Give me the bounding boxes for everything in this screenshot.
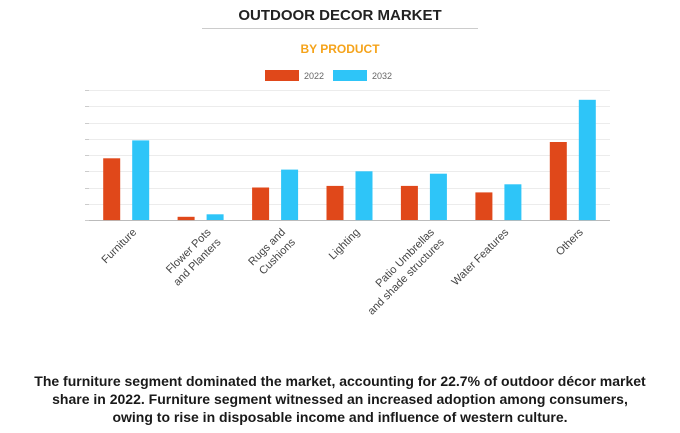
x-tick-label: Furniture	[100, 226, 140, 266]
x-tick-label: Rugs andCushions	[246, 226, 298, 278]
bar-2032	[504, 184, 522, 221]
x-tick-label-line: Water Features	[450, 226, 512, 288]
x-tick-label-line: Furniture	[100, 226, 140, 266]
caption: The furniture segment dominated the mark…	[0, 372, 680, 426]
legend-swatch-2022	[265, 70, 299, 81]
x-tick-label-line: Lighting	[327, 226, 363, 262]
caption-line: share in 2022. Furniture segment witness…	[52, 391, 628, 407]
bar-2022	[400, 185, 418, 220]
gridlines	[85, 90, 610, 221]
bar-2022	[103, 158, 121, 221]
x-tick-label: Lighting	[327, 226, 363, 262]
bar-2022	[326, 185, 344, 220]
x-tick-label: Others	[554, 226, 586, 258]
chart-title: OUTDOOR DECOR MARKET	[238, 7, 441, 24]
bar-2032	[281, 169, 299, 220]
x-tick-label: Water Features	[450, 226, 512, 288]
bar-2022	[252, 187, 270, 220]
chart-subtitle: BY PRODUCT	[300, 42, 380, 56]
bar-2032	[206, 214, 224, 220]
x-tick-label: Flower Potsand Planters	[161, 226, 223, 288]
bar-2032	[429, 173, 447, 220]
x-tick-label-line: Others	[554, 226, 586, 258]
x-tick-label: Patio Umbrellasand shade structures	[356, 226, 447, 317]
caption-line: The furniture segment dominated the mark…	[34, 373, 646, 389]
bar-2032	[132, 140, 150, 220]
x-axis-labels: Furniture Flower Potsand Planters Rugs and…	[100, 226, 587, 317]
chart: OUTDOOR DECOR MARKET BY PRODUCT 2022 203…	[85, 7, 610, 317]
bar-2022	[549, 142, 567, 220]
bar-2032	[355, 171, 373, 221]
legend: 2022 2032	[265, 70, 392, 81]
bar-2022	[475, 192, 493, 220]
legend-swatch-2032	[333, 70, 367, 81]
bar-2032	[578, 99, 596, 221]
caption-line: owing to rise in disposable income and i…	[112, 409, 568, 425]
legend-label-2022: 2022	[304, 71, 324, 81]
bars	[103, 99, 596, 221]
bar-2022	[177, 216, 195, 221]
legend-label-2032: 2032	[372, 71, 392, 81]
